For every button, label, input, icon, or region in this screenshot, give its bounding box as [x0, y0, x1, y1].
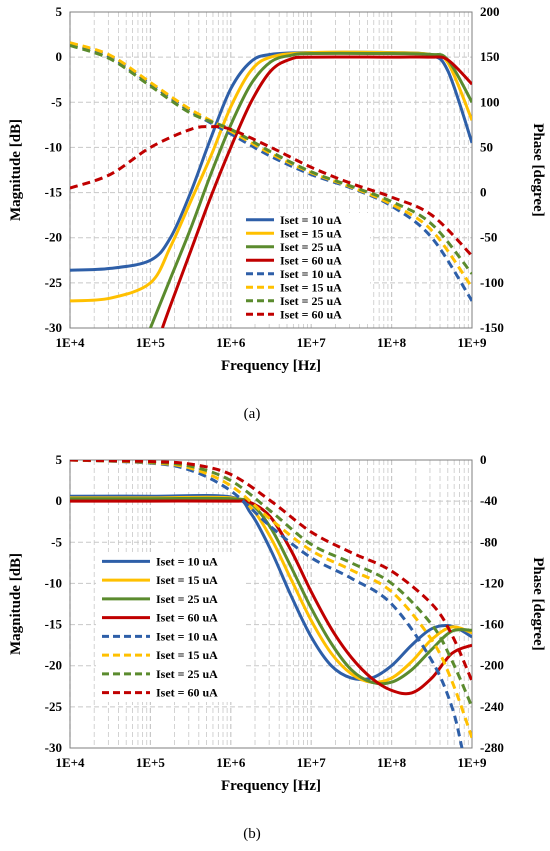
series-line-yellow-dashed — [70, 41, 472, 289]
y-tick-label: 5 — [56, 4, 63, 19]
caption-b: (b) — [243, 826, 261, 842]
y2-tick-label: 50 — [480, 139, 493, 154]
plot-area-border — [69, 459, 473, 749]
y2-tick-label: -160 — [480, 617, 504, 632]
legend-label: Iset = 15 uA — [280, 226, 342, 240]
legend-label: Iset = 10 uA — [156, 554, 218, 568]
y-tick-label: -15 — [45, 617, 63, 632]
legend-label: Iset = 60 uA — [280, 253, 342, 267]
legend-label: Iset = 25 uA — [280, 294, 342, 308]
x-tick-label: 1E+4 — [55, 755, 85, 770]
y-axis-title: Magnitude [dB] — [8, 119, 24, 221]
series-line-green-solid — [70, 496, 472, 686]
x-tick-label: 1E+5 — [136, 755, 166, 770]
legend-label: Iset = 25 uA — [280, 240, 342, 254]
x-tick-label: 1E+6 — [216, 335, 246, 350]
x-axis-title: Frequency [Hz] — [221, 358, 321, 374]
y2-tick-label: -100 — [480, 275, 504, 290]
legend-label: Iset = 60 uA — [156, 686, 218, 700]
chart-a: 1E+4 1E+5 1E+6 1E+7 1E+8 1E+950-5-10-15-20-25… — [8, 4, 546, 374]
y2-tick-label: -240 — [480, 699, 504, 714]
series-line-red-dashed — [70, 460, 472, 682]
series-line-red-dashed — [70, 125, 472, 257]
series-lines — [70, 41, 472, 328]
x-tick-label: 1E+9 — [457, 335, 487, 350]
series-line-green-solid — [149, 51, 472, 328]
legend-label: Iset = 60 uA — [156, 611, 218, 625]
series-line-red-solid — [160, 55, 472, 328]
y-tick-label: -10 — [45, 575, 62, 590]
y2-tick-label: 0 — [480, 185, 487, 200]
legend-label: Iset = 25 uA — [156, 592, 218, 606]
series-line-red-solid — [70, 499, 472, 696]
y-tick-label: -20 — [45, 230, 62, 245]
x-tick-label: 1E+8 — [377, 755, 407, 770]
legend-label: Iset = 10 uA — [156, 629, 218, 643]
y-tick-label: -25 — [45, 275, 63, 290]
x-tick-label: 1E+5 — [136, 335, 166, 350]
y-tick-label: -5 — [51, 534, 62, 549]
legend-label: Iset = 10 uA — [280, 267, 342, 281]
legend-label: Iset = 15 uA — [280, 280, 342, 294]
y2-tick-label: 100 — [480, 94, 500, 109]
y-tick-label: 5 — [56, 452, 63, 467]
y-tick-label: -25 — [45, 699, 63, 714]
legend: Iset = 10 uA Iset = 15 uA Iset = 25 uA Iset… — [96, 552, 246, 702]
chart-b: 1E+4 1E+5 1E+6 1E+7 1E+8 1E+9 5 0 -5 -10 -15 -20 -25… — [8, 452, 546, 794]
series-line-blue-dashed — [70, 42, 472, 302]
x-tick-label: 1E+9 — [457, 755, 487, 770]
y2-axis-title: Phase [degree] — [530, 123, 546, 216]
x-tick-label: 1E+7 — [297, 335, 327, 350]
legend-label: Iset = 25 uA — [156, 667, 218, 681]
y-tick-label: -30 — [45, 740, 62, 755]
y2-tick-label: -280 — [480, 740, 504, 755]
y-tick-label: -15 — [45, 185, 63, 200]
y2-tick-label: -150 — [480, 320, 504, 335]
x-tick-label: 1E+6 — [216, 755, 246, 770]
x-tick-label: 1E+8 — [377, 335, 407, 350]
y-tick-label: -20 — [45, 658, 62, 673]
legend-label: Iset = 10 uA — [280, 213, 342, 227]
legend-label: Iset = 60 uA — [280, 307, 342, 321]
y-tick-label: 0 — [56, 493, 63, 508]
legend-label: Iset = 15 uA — [156, 573, 218, 587]
y2-tick-label: -120 — [480, 575, 504, 590]
y2-tick-label: -200 — [480, 658, 504, 673]
legend-box — [232, 213, 370, 321]
y2-tick-label: 0 — [480, 452, 487, 467]
legend-label: Iset = 15 uA — [156, 648, 218, 662]
caption-a: (a) — [244, 406, 261, 422]
y-tick-label: -5 — [51, 94, 62, 109]
y-tick-label: -10 — [45, 139, 62, 154]
x-tick-label: 1E+7 — [297, 755, 327, 770]
y-axis-title: Magnitude [dB] — [8, 553, 24, 655]
x-axis-title: Frequency [Hz] — [221, 778, 321, 794]
series-line-green-dashed — [70, 43, 472, 275]
x-tick-label: 1E+4 — [55, 335, 85, 350]
y-tick-label: 0 — [56, 49, 63, 64]
plot-area-border — [69, 11, 473, 329]
y2-tick-label: 150 — [480, 49, 500, 64]
legend-box — [96, 552, 246, 702]
y2-tick-label: 200 — [480, 4, 500, 19]
y2-axis-title: Phase [degree] — [530, 557, 546, 650]
y2-tick-label: -50 — [480, 230, 497, 245]
y2-tick-label: -40 — [480, 493, 497, 508]
y-tick-label: -30 — [45, 320, 62, 335]
y2-tick-label: -80 — [480, 534, 497, 549]
series-lines — [70, 460, 472, 748]
